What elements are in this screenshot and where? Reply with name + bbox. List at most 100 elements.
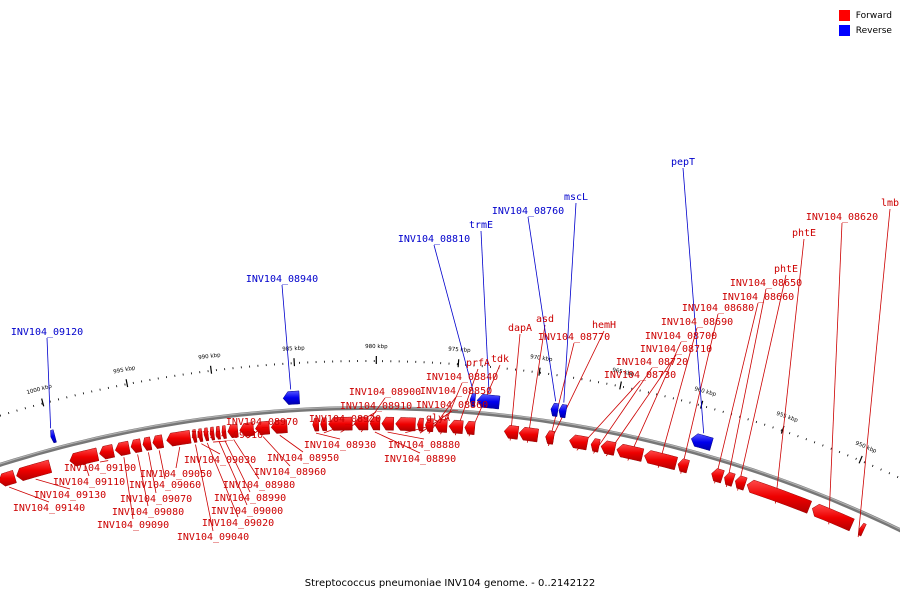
forward-gene-arrow <box>395 417 416 432</box>
forward-gene-arrow <box>209 426 216 441</box>
forward-gene-arrow <box>381 416 395 431</box>
forward-gene-arrow <box>812 503 855 532</box>
forward-gene-arrow <box>320 417 328 432</box>
reverse-gene-arrow <box>50 429 57 444</box>
minor-tick <box>896 475 899 479</box>
forward-gene-label-connector <box>737 274 787 491</box>
forward-gene-label: INV104_08960 <box>254 467 326 478</box>
reverse-gene-arrow <box>469 393 476 407</box>
forward-gene-arrow <box>503 425 520 440</box>
minor-tick <box>855 457 857 460</box>
forward-gene-label-connector <box>262 436 291 467</box>
minor-tick <box>822 444 824 447</box>
forward-gene-label: INV104_09090 <box>97 520 169 531</box>
forward-gene-label: INV104_08970 <box>226 417 298 428</box>
forward-gene-arrow <box>735 475 748 491</box>
forward-gene-label-connector <box>419 410 453 434</box>
kbp-tick <box>858 455 863 464</box>
forward-gene-label: INV104_08990 <box>214 493 286 504</box>
minor-tick <box>780 429 783 432</box>
minor-tick <box>0 414 2 417</box>
minor-tick <box>16 409 18 412</box>
forward-gene-arrow <box>312 417 320 432</box>
reverse-gene-arrow <box>476 394 501 410</box>
forward-gene-label-connector <box>213 440 228 443</box>
forward-gene-label-connector <box>857 208 891 538</box>
forward-gene-label-connector <box>315 432 341 440</box>
legend-forward-label: Forward <box>855 10 892 21</box>
forward-gene-arrow <box>369 416 381 431</box>
kbp-tick <box>125 379 129 388</box>
forward-gene-arrow <box>239 422 255 437</box>
forward-gene-arrow <box>448 419 464 434</box>
forward-gene-label: INV104_08620 <box>806 212 878 223</box>
minor-tick <box>739 415 741 418</box>
forward-gene-label: INV104_08910 <box>340 401 412 412</box>
forward-gene-label-connector <box>680 313 719 474</box>
forward-gene-arrow <box>130 438 143 453</box>
forward-gene-label: INV104_09100 <box>64 463 136 474</box>
forward-gene-label: INV104_09050 <box>140 469 212 480</box>
minor-tick <box>813 441 816 444</box>
legend-reverse-label: Reverse <box>855 25 892 36</box>
forward-gene-label-connector <box>725 288 767 488</box>
minor-tick <box>41 402 43 405</box>
forward-gene-arrow <box>464 420 476 435</box>
minor-tick <box>838 450 841 454</box>
forward-gene-label-connector <box>218 441 248 506</box>
forward-gene-arrow <box>434 418 448 433</box>
forward-gene-label: INV104_08920 <box>309 414 381 425</box>
forward-gene-label: INV104_09040 <box>177 532 249 543</box>
minor-tick <box>8 411 10 415</box>
forward-gene-arrow <box>616 443 645 462</box>
forward-gene-label: INV104_09060 <box>129 480 201 491</box>
forward-gene-label-connector <box>123 457 134 520</box>
forward-gene-arrow <box>644 450 679 471</box>
forward-gene-label-connector <box>85 465 90 477</box>
forward-gene-label: INV104_09130 <box>34 490 106 501</box>
forward-gene-label-connector <box>279 434 304 453</box>
reverse-gene-arrow <box>550 402 560 417</box>
forward-gene-arrow <box>858 522 867 537</box>
kbp-tick-label: 985 kbp <box>282 345 305 352</box>
forward-gene-label-connector <box>137 454 149 507</box>
forward-gene-label-connector <box>195 444 214 532</box>
forward-gene-label: INV104_08730 <box>604 370 676 381</box>
kbp-tick-label: 955 kbp <box>775 411 799 424</box>
kbp-tick <box>457 359 460 368</box>
forward-gene-arrow <box>197 428 204 443</box>
minor-tick <box>722 410 724 413</box>
forward-gene-label: INV104_09030 <box>184 455 256 466</box>
kbp-tick <box>619 381 622 390</box>
forward-swatch <box>838 10 850 21</box>
forward-gene-arrow <box>142 436 153 451</box>
forward-gene-label: INV104_08650 <box>730 278 802 289</box>
forward-gene-label-connector <box>593 367 653 454</box>
forward-gene-label: INV104_08680 <box>682 303 754 314</box>
forward-gene-label: INV104_08880 <box>388 440 460 451</box>
minor-tick <box>32 404 35 407</box>
reverse-gene-label-connector <box>480 230 490 393</box>
minor-tick <box>871 464 874 467</box>
forward-gene-arrow <box>328 416 353 431</box>
reverse-gene-label-connector <box>527 216 557 402</box>
reverse-gene-label: pepT <box>671 157 695 168</box>
forward-gene-label-connector <box>206 442 239 518</box>
forward-gene-arrow <box>270 419 288 434</box>
reverse-gene-label-connector <box>281 284 292 390</box>
minor-tick <box>772 426 774 429</box>
kbp-tick-label: 975 kbp <box>448 346 471 354</box>
forward-gene-label-connector <box>774 238 805 504</box>
minor-tick <box>747 418 749 421</box>
minor-tick <box>755 420 758 424</box>
forward-gene-label: INV104_08660 <box>722 292 794 303</box>
forward-gene-label: INV104_08720 <box>616 357 688 368</box>
forward-gene-arrow <box>192 429 198 443</box>
forward-gene-label: INV104_09140 <box>13 503 85 514</box>
genome-caption: Streptococcus pneumoniae INV104 genome. … <box>304 578 596 589</box>
forward-gene-label: INV104_08850 <box>420 386 492 397</box>
minor-tick <box>714 408 716 411</box>
reverse-gene-arrow <box>690 433 714 451</box>
kbp-tick-label: 965 kbp <box>612 367 636 377</box>
forward-gene-label: tdk <box>491 354 509 365</box>
